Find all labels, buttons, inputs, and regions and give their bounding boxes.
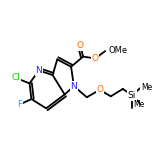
Text: Si: Si (128, 91, 136, 100)
Text: OMe: OMe (108, 46, 127, 55)
Text: Cl: Cl (11, 73, 20, 82)
Text: O: O (77, 41, 84, 50)
Text: N: N (71, 82, 77, 91)
Text: N: N (35, 66, 42, 75)
Text: O: O (92, 54, 99, 63)
Text: Me: Me (133, 100, 144, 109)
Text: F: F (17, 100, 22, 109)
Text: O: O (96, 85, 103, 94)
Text: Me: Me (141, 83, 152, 92)
